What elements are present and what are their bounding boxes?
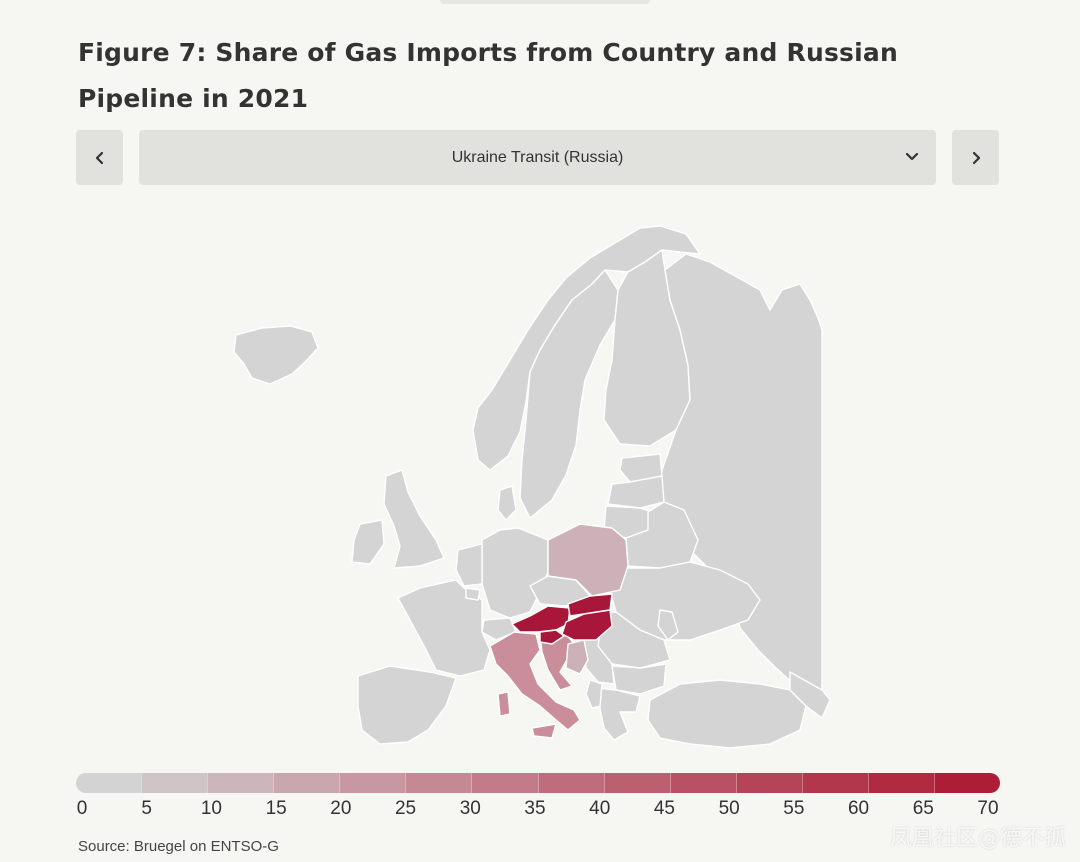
region-sweden[interactable]: [519, 269, 619, 519]
pipeline-select[interactable]: Ukraine Transit (Russia): [139, 130, 936, 185]
legend-segment: [669, 773, 736, 793]
region-sardinia[interactable]: [497, 691, 511, 717]
legend-tick-label: 0: [76, 798, 88, 819]
legend-segment: [867, 773, 935, 793]
legend-segment: [735, 773, 802, 793]
region-caucasus[interactable]: [789, 671, 831, 719]
watermark: 凤凰社区@德不孤: [889, 826, 1066, 851]
region-turkey[interactable]: [647, 679, 807, 749]
chevron-right-icon: [972, 151, 980, 164]
legend-color-scale: [76, 773, 1000, 793]
europe-map: [200, 210, 880, 760]
chevron-left-icon: [95, 151, 103, 164]
legend-segment: [934, 773, 1000, 793]
top-tab: [440, 0, 650, 4]
region-france[interactable]: [397, 579, 491, 677]
region-hungary[interactable]: [561, 609, 613, 641]
legend-segment: [405, 773, 472, 793]
legend-tick-label: 40: [589, 798, 611, 819]
region-iceland[interactable]: [233, 325, 319, 385]
previous-button[interactable]: [76, 130, 123, 185]
legend-segment: [801, 773, 868, 793]
region-ireland[interactable]: [351, 519, 385, 565]
region-denmark[interactable]: [497, 485, 517, 521]
legend-tick-label: 15: [265, 798, 287, 819]
legend-segment: [273, 773, 340, 793]
legend-segment: [339, 773, 406, 793]
figure-title: Figure 7: Share of Gas Imports from Coun…: [78, 38, 898, 113]
region-latvia[interactable]: [607, 475, 665, 509]
source-note: Source: Bruegel on ENTSO-G: [78, 838, 279, 855]
region-sicily[interactable]: [531, 723, 557, 739]
region-benelux[interactable]: [455, 543, 483, 587]
region-bulgaria[interactable]: [611, 663, 667, 695]
region-bosnia[interactable]: [565, 639, 589, 675]
legend-tick-label: 20: [330, 798, 352, 819]
region-luxembourg[interactable]: [465, 587, 481, 601]
legend-tick-label: 35: [524, 798, 546, 819]
region-greece[interactable]: [597, 687, 641, 741]
region-slovenia[interactable]: [539, 629, 565, 645]
legend-segment: [207, 773, 274, 793]
legend-tick-label: 55: [783, 798, 805, 819]
legend-tick-label: 45: [653, 798, 675, 819]
region-italy[interactable]: [489, 631, 581, 731]
europe-map-svg: [233, 225, 831, 749]
region-iberia[interactable]: [357, 665, 457, 745]
region-uk[interactable]: [383, 469, 445, 569]
legend-segment: [603, 773, 670, 793]
region-albania[interactable]: [585, 679, 603, 709]
region-russia[interactable]: [659, 253, 823, 691]
region-moldova[interactable]: [657, 609, 679, 641]
legend-segment: [141, 773, 208, 793]
next-button[interactable]: [952, 130, 999, 185]
legend-tick-label: 5: [141, 798, 152, 819]
legend-segment: [537, 773, 604, 793]
chevron-down-icon: [905, 152, 919, 161]
region-germany[interactable]: [481, 527, 549, 619]
pipeline-select-value: Ukraine Transit (Russia): [451, 148, 624, 166]
legend-tick-label: 65: [912, 798, 934, 819]
legend-segment: [471, 773, 538, 793]
legend-tick-label: 25: [394, 798, 417, 819]
legend-tick-label: 30: [459, 798, 481, 819]
legend-tick-label: 70: [977, 798, 999, 819]
legend-tick-label: 10: [200, 798, 222, 819]
legend-tick-label: 60: [847, 798, 870, 819]
region-poland[interactable]: [547, 523, 629, 597]
legend-segment: [76, 773, 142, 793]
legend-tick-label: 50: [718, 798, 740, 819]
legend-ticks: 0 5 10 15 20 25 30 35 40 45 50 55 60 65 70: [0, 798, 1080, 824]
